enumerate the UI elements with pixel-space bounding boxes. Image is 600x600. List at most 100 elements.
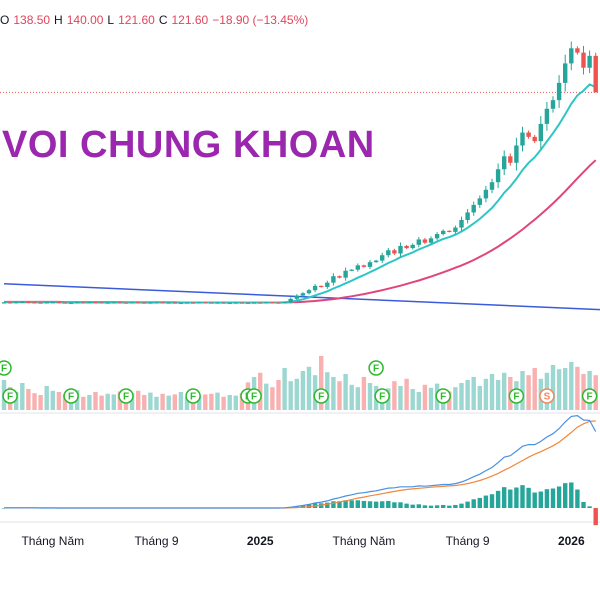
volume-bar xyxy=(288,381,293,410)
volume-bar xyxy=(184,397,190,410)
candle-body xyxy=(75,302,80,304)
macd-histogram-bar xyxy=(1,508,7,509)
candle-body xyxy=(471,204,476,213)
macd-histogram-bar xyxy=(422,505,428,508)
candle-body xyxy=(319,285,324,288)
candle-body xyxy=(160,302,165,304)
candle-body xyxy=(526,132,531,137)
candle-body xyxy=(56,302,62,304)
macd-histogram-bar xyxy=(428,505,434,508)
financial-marker-icon: F xyxy=(313,388,329,404)
candle-body xyxy=(337,276,342,278)
candle-body xyxy=(312,285,318,291)
financial-marker-icon: F xyxy=(435,388,451,404)
marker-circle xyxy=(0,360,12,376)
candle-body xyxy=(239,302,245,304)
candle-body xyxy=(422,239,428,243)
candle-body xyxy=(68,302,74,304)
candle-body xyxy=(87,302,92,304)
ohlc-readout: O 138.50 H 140.00 L 121.60 C 121.60 −18.90 (… xyxy=(0,10,308,30)
volume-bar xyxy=(526,375,531,410)
financial-marker-icon: F xyxy=(508,388,525,404)
marker-label: F xyxy=(318,392,324,403)
candle-body xyxy=(99,302,104,304)
volume-bar xyxy=(550,365,556,410)
macd-histogram-bar xyxy=(331,501,336,508)
candle-body xyxy=(38,302,43,304)
volume-bar xyxy=(453,387,458,410)
candle-body xyxy=(227,302,232,304)
volume-bar xyxy=(32,393,37,410)
volume-bar xyxy=(410,389,415,410)
candle-body xyxy=(343,270,348,278)
candle-body xyxy=(428,238,434,243)
low-value: 121.60 xyxy=(118,13,155,27)
candle-body xyxy=(166,302,171,304)
volume-bar xyxy=(331,377,336,410)
high-value: 140.00 xyxy=(66,13,104,27)
candle-body xyxy=(258,302,263,304)
candle-body xyxy=(532,136,537,142)
candle-body xyxy=(520,132,525,146)
candle-body xyxy=(288,298,293,303)
x-tick-label: 2026 xyxy=(558,534,585,548)
watermark-text: VOI CHUNG KHOAN xyxy=(2,124,375,166)
macd-histogram-bar xyxy=(550,488,556,508)
marker-circle xyxy=(2,388,18,404)
close-value: 121.60 xyxy=(171,13,209,27)
candle-body xyxy=(178,302,184,304)
volume-bar xyxy=(355,387,360,410)
candle-body xyxy=(142,302,147,304)
volume-bar xyxy=(129,393,135,410)
candle-body xyxy=(550,100,556,109)
candle-body xyxy=(447,230,452,233)
candle-body xyxy=(453,227,458,232)
macd-signal-line xyxy=(4,420,596,509)
candle-body xyxy=(136,302,141,304)
marker-label: F xyxy=(1,364,7,375)
candle-body xyxy=(294,295,299,299)
financial-marker-icon: F xyxy=(581,388,598,404)
macd-line xyxy=(4,414,597,509)
change-value: −18.90 (−13.45%) xyxy=(212,13,309,27)
candle-body xyxy=(483,189,489,199)
volume-bar xyxy=(14,392,19,410)
macd-histogram-bar xyxy=(569,482,574,508)
candle-body xyxy=(221,302,226,304)
candle-body xyxy=(270,302,275,304)
volume-bar xyxy=(197,395,202,410)
macd-histogram-bar xyxy=(380,501,385,508)
marker-label: F xyxy=(379,392,385,403)
volume-bar xyxy=(392,381,397,410)
marker-label: F xyxy=(251,392,257,403)
volume-bar xyxy=(404,378,409,410)
marker-label: F xyxy=(68,392,74,403)
candle-body xyxy=(575,48,580,53)
macd-histogram-bar xyxy=(459,503,464,508)
volume-bar xyxy=(38,395,43,410)
financial-marker-icon: F xyxy=(2,388,18,404)
macd-histogram-bar xyxy=(556,486,562,508)
marker-label: F xyxy=(190,392,196,403)
volume-bar xyxy=(20,383,25,410)
financial-marker-icon: F xyxy=(63,388,79,404)
volume-bar xyxy=(44,386,49,410)
candle-body xyxy=(404,245,409,249)
candle-body xyxy=(44,302,49,304)
ma-slow-line xyxy=(4,159,597,304)
volume-bar xyxy=(483,378,489,410)
macd-histogram-bar xyxy=(593,508,598,526)
low-label: L xyxy=(107,13,115,27)
macd-histogram-bar xyxy=(526,487,531,508)
macd-histogram-bar xyxy=(434,505,440,508)
volume-bar xyxy=(569,362,574,410)
volume-bar xyxy=(459,383,464,410)
candle-body xyxy=(416,239,421,245)
volume-bar xyxy=(166,395,171,410)
candle-body xyxy=(441,230,446,235)
volume-bar xyxy=(282,368,287,410)
volume-bar xyxy=(209,393,214,410)
volume-bar xyxy=(349,384,354,410)
candle-body xyxy=(556,82,562,101)
candle-body xyxy=(563,63,568,83)
